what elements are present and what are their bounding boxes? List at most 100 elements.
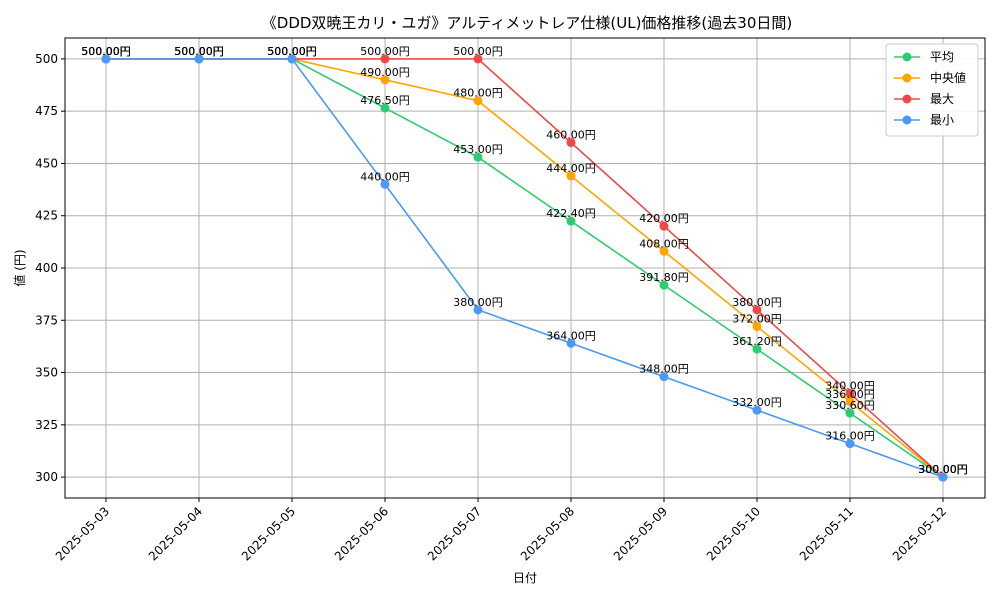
series-3-point <box>473 305 483 315</box>
series-2-data-label: 460.00円 <box>546 129 596 142</box>
series-0-point <box>473 152 483 162</box>
series-3-data-label: 440.00円 <box>360 170 410 183</box>
legend-label-0: 平均 <box>930 50 954 64</box>
series-3-point <box>845 439 855 449</box>
series-0-point <box>566 216 576 226</box>
series-3-point <box>287 54 297 64</box>
legend-label-1: 中央値 <box>930 70 966 85</box>
series-1-data-label: 300.00円 <box>918 463 968 476</box>
series-3-point <box>380 179 390 189</box>
series-1-data-label: 408.00円 <box>639 237 689 250</box>
y-tick-label: 500 <box>35 52 58 66</box>
x-tick-label: 2025-05-12 <box>890 504 949 563</box>
series-0-data-label: 300.00円 <box>918 463 968 476</box>
y-tick-label: 400 <box>35 261 58 275</box>
series-0-point <box>659 280 669 290</box>
series-2-data-label: 300.00円 <box>918 463 968 476</box>
series-3-point <box>566 338 576 348</box>
y-tick-label: 475 <box>35 104 58 118</box>
x-tick-label: 2025-05-09 <box>611 504 670 563</box>
series-0-data-label: 500.00円 <box>267 45 317 58</box>
series-0-data-label: 330.60円 <box>825 399 875 412</box>
series-3-data-label: 348.00円 <box>639 363 689 376</box>
grid <box>65 38 985 498</box>
x-tick-label: 2025-05-05 <box>239 504 298 563</box>
legend-label-3: 最小 <box>930 113 954 127</box>
series-2-point <box>380 54 390 64</box>
chart-title: 《DDD双暁王カリ・ユガ》アルティメットレア仕様(UL)価格推移(過去30日間) <box>262 14 792 32</box>
series-3-data-label: 332.00円 <box>732 396 782 409</box>
y-tick-label: 325 <box>35 418 58 432</box>
x-tick-label: 2025-05-06 <box>332 504 391 563</box>
series-0-point <box>380 103 390 113</box>
series-3-data-label: 364.00円 <box>546 329 596 342</box>
series-2-data-label: 420.00円 <box>639 212 689 225</box>
series-0-data-label: 500.00円 <box>174 45 224 58</box>
series-1-data-label: 336.00円 <box>825 388 875 401</box>
series-1-data-label: 500.00円 <box>267 45 317 58</box>
series-line-3 <box>106 58 944 478</box>
series-1-data-label: 500.00円 <box>81 45 131 58</box>
y-tick-label: 450 <box>35 156 58 170</box>
y-tick-label: 425 <box>35 209 58 223</box>
series-1-data-label: 500.00円 <box>174 45 224 58</box>
y-tick-label: 375 <box>35 313 58 327</box>
x-axis-label: 日付 <box>513 571 537 585</box>
x-tick-label: 2025-05-08 <box>518 504 577 563</box>
series-1-point <box>380 75 390 85</box>
series-3-point <box>194 54 204 64</box>
x-tick-label: 2025-05-03 <box>53 504 112 563</box>
series-0-data-label: 422.40円 <box>546 207 596 220</box>
legend-marker-3 <box>902 115 912 125</box>
series-0-data-label: 391.80円 <box>639 271 689 284</box>
y-axis-ticks: 300 325 350 375 400 425 450 475 500 <box>35 52 65 484</box>
series-3-data-label: 316.00円 <box>825 430 875 443</box>
x-tick-label: 2025-05-10 <box>704 504 763 563</box>
series-1-data-label: 480.00円 <box>453 87 503 100</box>
series-1-data-label: 372.00円 <box>732 313 782 326</box>
series-2-point <box>566 138 576 148</box>
series-0-point <box>752 344 762 354</box>
series-0-data-label: 500.00円 <box>81 45 131 58</box>
legend-marker-2 <box>902 94 912 104</box>
series-2-point <box>473 54 483 64</box>
series-1-point <box>845 397 855 407</box>
series-1-point <box>566 171 576 181</box>
series-2-point <box>659 221 669 231</box>
series-1-point <box>752 322 762 332</box>
series-3-point <box>659 372 669 382</box>
series-0-point <box>845 408 855 418</box>
series-2-point <box>752 305 762 315</box>
series-3-data-label: 500.00円 <box>267 45 317 58</box>
series-0-data-label: 453.00円 <box>453 143 503 156</box>
x-axis-ticks: 2025-05-03 2025-05-04 2025-05-05 2025-05-06… <box>53 498 949 563</box>
series-3-data-label: 500.00円 <box>81 45 131 58</box>
legend-marker-0 <box>902 52 912 62</box>
series-2-data-label: 380.00円 <box>732 296 782 309</box>
series-3-point <box>752 405 762 415</box>
series-3-data-label: 300.00円 <box>918 463 968 476</box>
legend-box <box>885 43 979 137</box>
series-layer <box>101 54 948 482</box>
series-1-point <box>659 246 669 256</box>
series-3-point <box>938 472 948 482</box>
x-tick-label: 2025-05-07 <box>425 504 484 563</box>
series-2-data-label: 500.00円 <box>360 45 410 58</box>
y-tick-label: 350 <box>35 366 58 380</box>
data-labels: 500.00円 500.00円 500.00円 476.50円 453.00円 422.4… <box>81 45 968 476</box>
series-2-point <box>845 388 855 398</box>
series-3-point <box>101 54 111 64</box>
legend-marker-1 <box>902 73 912 83</box>
y-axis-label: 値 (円) <box>12 249 27 286</box>
series-2-data-label: 500.00円 <box>81 45 131 58</box>
x-tick-label: 2025-05-04 <box>146 504 205 563</box>
series-0-data-label: 476.50円 <box>360 94 410 107</box>
series-2-data-label: 340.00円 <box>825 379 875 392</box>
series-1-data-label: 490.00円 <box>360 66 410 79</box>
legend-label-2: 最大 <box>930 92 954 106</box>
x-tick-label: 2025-05-11 <box>797 504 856 563</box>
series-2-data-label: 500.00円 <box>453 45 503 58</box>
series-2-data-label: 500.00円 <box>174 45 224 58</box>
series-2-data-label: 500.00円 <box>267 45 317 58</box>
